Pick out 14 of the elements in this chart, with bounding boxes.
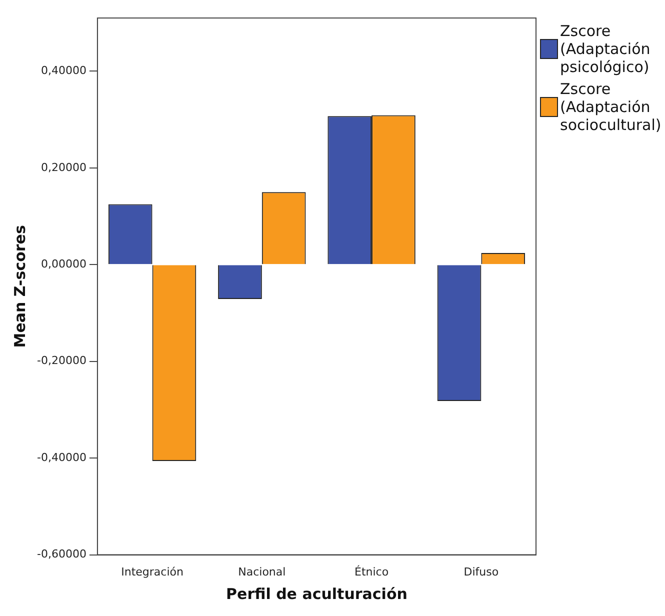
y-tick-label: 0,40000 — [40, 64, 86, 78]
x-tick-label: Nacional — [238, 565, 286, 578]
y-tick-label: -0,40000 — [36, 450, 86, 464]
y-tick-label: 0,20000 — [40, 160, 86, 174]
y-axis-title: Mean Z-scores — [10, 225, 29, 348]
x-tick-label: Étnico — [354, 564, 389, 578]
legend-label: Zscore (Adaptación psicológico) — [560, 22, 652, 76]
y-tick-label: 0,00000 — [40, 257, 86, 270]
y-tick-label: -0,60000 — [36, 548, 86, 561]
y-tick-label: -0,20000 — [36, 354, 86, 368]
legend-label: Zscore (Adaptación sociocultural) — [560, 80, 662, 134]
x-tick-label: Integración — [121, 565, 184, 578]
x-axis-title: Perfil de aculturación — [226, 584, 408, 603]
x-tick-label: Difuso — [464, 565, 499, 578]
